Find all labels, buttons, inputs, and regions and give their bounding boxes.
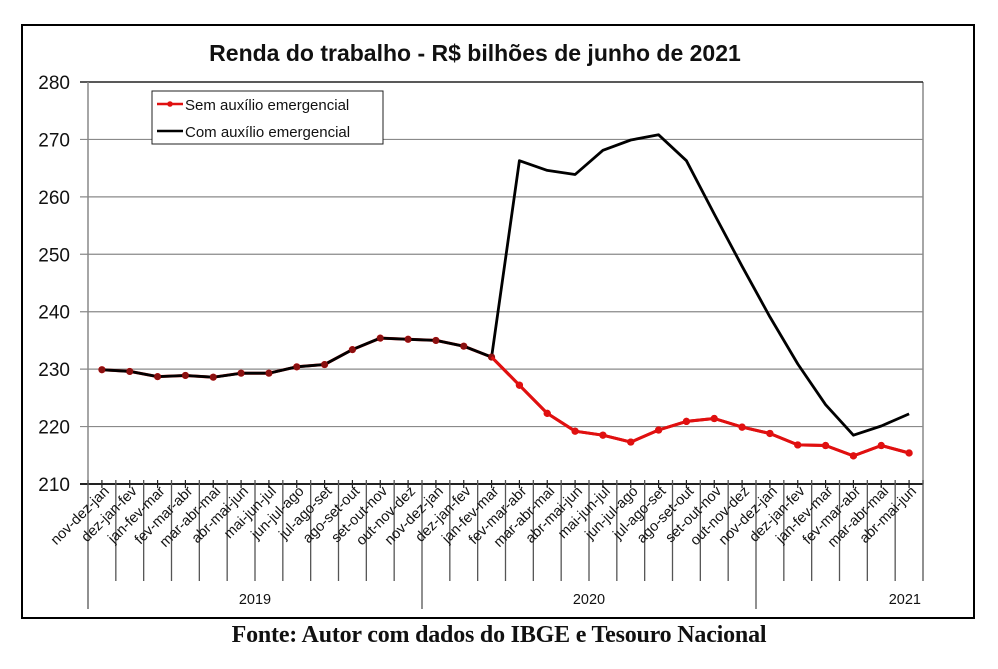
data-point-sem-auxilio	[849, 452, 858, 460]
data-point-sem-auxilio	[766, 429, 774, 438]
y-tick-label: 280	[38, 73, 70, 94]
data-point-overlap	[376, 334, 384, 342]
y-tick-label: 270	[38, 130, 70, 151]
data-point-overlap	[404, 335, 412, 343]
data-point-overlap	[154, 373, 161, 381]
data-point-overlap	[293, 363, 301, 371]
data-point-sem-auxilio	[710, 414, 718, 423]
legend-label-sem: Sem auxílio emergencial	[185, 97, 349, 114]
data-point-sem-auxilio	[654, 426, 663, 434]
data-point-overlap	[209, 373, 217, 381]
y-tick-label: 250	[38, 245, 70, 266]
series-lines	[98, 133, 913, 460]
data-point-sem-auxilio	[571, 427, 579, 435]
y-axis: 210 220 230 240 250 260 270 280	[38, 73, 89, 496]
data-point-sem-auxilio	[877, 441, 885, 450]
y-tick-label: 260	[38, 188, 70, 209]
data-point-sem-auxilio	[905, 449, 913, 457]
data-point-overlap	[460, 342, 468, 350]
year-label: 2021	[889, 592, 921, 608]
data-point-sem-auxilio	[821, 441, 830, 450]
data-point-overlap	[432, 337, 440, 344]
data-point-sem-auxilio	[599, 431, 607, 439]
data-point-sem-auxilio	[794, 441, 802, 449]
data-point-overlap	[349, 346, 356, 354]
y-tick-label: 220	[38, 418, 70, 439]
y-tick-label: 240	[38, 303, 70, 324]
data-point-overlap	[237, 369, 245, 377]
y-tick-label: 210	[38, 475, 70, 496]
data-point-sem-auxilio	[627, 438, 635, 446]
year-label: 2019	[239, 592, 271, 608]
legend-label-com: Com auxílio emergencial	[185, 124, 350, 141]
legend: Sem auxílio emergencial Com auxílio emer…	[151, 90, 384, 145]
chart-title: Renda do trabalho - R$ bilhões de junho …	[209, 40, 741, 66]
line-chart: Renda do trabalho - R$ bilhões de junho …	[21, 24, 975, 619]
series-line-com-auxilio	[101, 133, 910, 437]
data-point-overlap	[126, 368, 134, 375]
legend-box	[151, 90, 384, 145]
data-point-sem-auxilio	[543, 409, 551, 417]
data-point-overlap	[265, 369, 273, 377]
source-note: Fonte: Autor com dados do IBGE e Tesouro…	[231, 622, 767, 648]
data-point-overlap	[321, 361, 328, 368]
y-tick-label: 230	[38, 360, 70, 381]
data-point-overlap	[182, 372, 189, 379]
data-point-sem-auxilio	[738, 423, 746, 431]
data-point-sem-auxilio	[682, 417, 691, 426]
year-label: 2020	[573, 592, 605, 608]
data-point-sem-auxilio	[515, 381, 524, 389]
data-point-overlap	[98, 366, 106, 374]
legend-marker-sem	[167, 101, 173, 107]
series-line-sem-auxilio-tail	[490, 356, 910, 458]
